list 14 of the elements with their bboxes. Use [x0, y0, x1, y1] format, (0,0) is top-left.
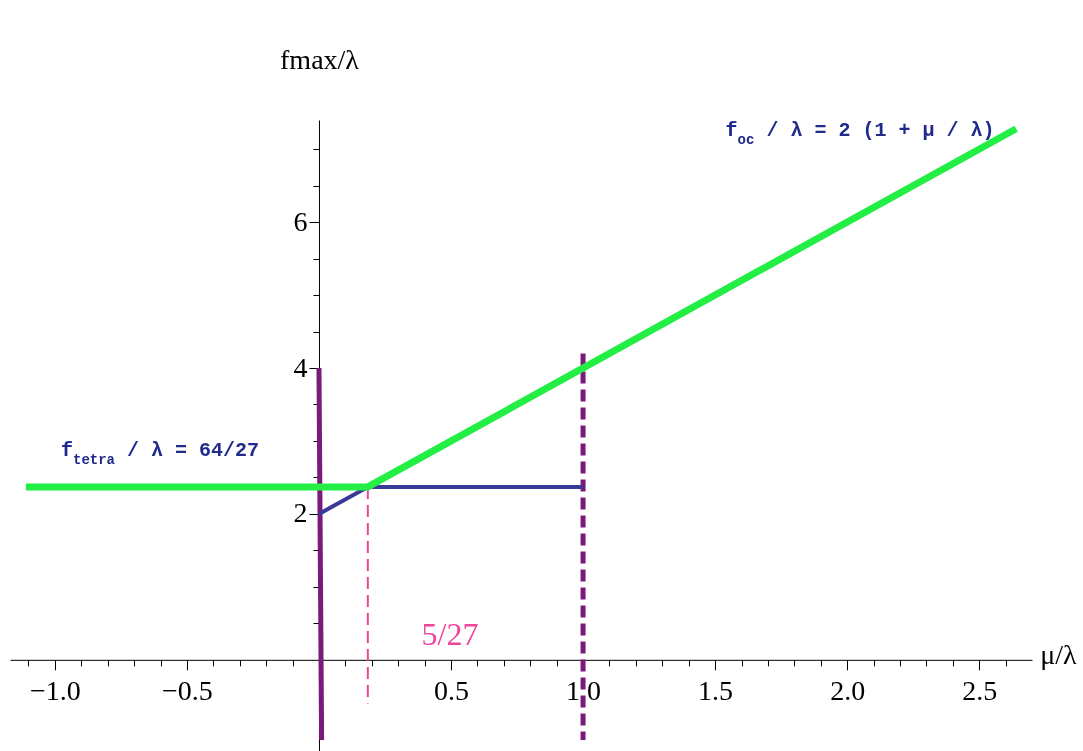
annotation: f$_{oc}$ / λ = 2 (1 + μ / λ) — [725, 119, 995, 148]
annotation: f$_{tetra}$ / λ = 64/27 — [60, 439, 260, 468]
y-tick-label: 6 — [293, 205, 308, 237]
y-tick-label: 4 — [293, 351, 308, 383]
x-tick-label: 2.5 — [962, 675, 998, 707]
x-axis-title: μ/λ — [1040, 639, 1078, 671]
x-tick-label: −0.5 — [162, 675, 213, 707]
x-tick-label: 0.5 — [434, 675, 470, 707]
x-tick-label: −1.0 — [30, 675, 81, 707]
x-tick-label: 1.5 — [698, 675, 734, 707]
y-axis-title: fmax/λ — [280, 43, 360, 75]
x-tick-label: 2.0 — [830, 675, 866, 707]
y-tick-label: 2 — [293, 497, 308, 529]
annotation: 5/27 — [421, 616, 479, 652]
